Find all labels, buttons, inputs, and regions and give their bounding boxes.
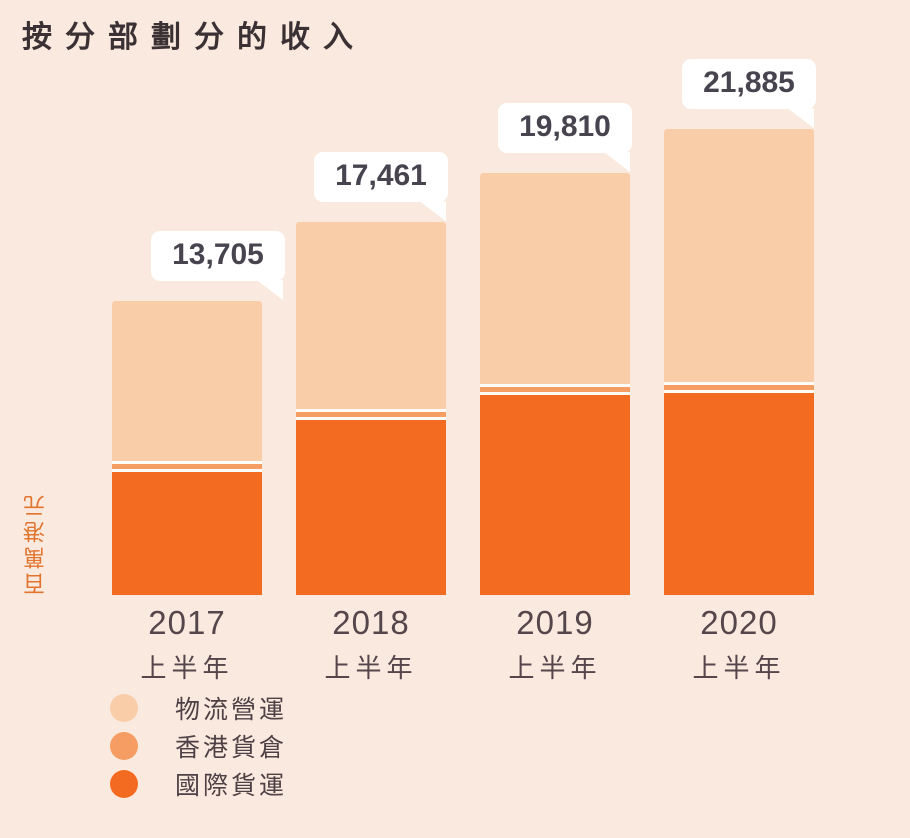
segment-intl-freight xyxy=(480,392,630,595)
year-label: 2019 xyxy=(516,604,594,641)
value-callout: 21,885 xyxy=(682,59,816,129)
segment-logistics xyxy=(296,222,446,410)
legend-label: 物流營運 xyxy=(175,696,288,724)
bar-group-2017: 13,705 2017 上半年 xyxy=(112,231,285,683)
period-label: 上半年 xyxy=(140,653,234,683)
segment-intl-freight xyxy=(112,469,262,595)
period-label: 上半年 xyxy=(508,653,602,683)
legend-item-logistics: 物流營運 xyxy=(110,694,287,724)
segment-hk-warehouse xyxy=(112,461,262,470)
period-label: 上半年 xyxy=(324,653,418,683)
segment-hk-warehouse xyxy=(296,409,446,418)
x-axis-label: 2020 上半年 xyxy=(664,604,814,685)
year-label: 2017 xyxy=(148,604,226,641)
value-label: 21,885 xyxy=(703,66,795,100)
value-label: 13,705 xyxy=(172,238,264,272)
segment-logistics xyxy=(480,173,630,385)
bar-group-2019: 19,810 2019 上半年 xyxy=(480,103,632,683)
bar-group-2018: 17,461 2018 上半年 xyxy=(296,152,448,683)
segment-intl-freight xyxy=(296,417,446,595)
x-axis-label: 2019 上半年 xyxy=(480,604,630,685)
stacked-bar xyxy=(112,301,262,595)
bar-group-2020: 21,885 2020 上半年 xyxy=(664,59,816,683)
legend-swatch-hk-warehouse xyxy=(110,732,138,760)
value-label: 19,810 xyxy=(519,110,611,144)
segment-intl-freight xyxy=(664,389,814,595)
segment-hk-warehouse xyxy=(664,381,814,390)
legend-swatch-intl-freight xyxy=(110,770,138,798)
stacked-bar xyxy=(480,173,630,595)
legend-swatch-logistics xyxy=(110,694,138,722)
value-callout: 19,810 xyxy=(498,103,632,173)
legend-label: 香港貨倉 xyxy=(175,734,288,762)
value-label: 17,461 xyxy=(335,159,427,193)
segment-logistics xyxy=(664,129,814,382)
callout-tail xyxy=(420,201,446,222)
value-callout: 17,461 xyxy=(314,152,448,222)
legend-label: 國際貨運 xyxy=(175,772,288,800)
year-label: 2020 xyxy=(700,604,778,641)
year-label: 2018 xyxy=(332,604,410,641)
period-label: 上半年 xyxy=(692,653,786,683)
value-callout: 13,705 xyxy=(151,231,285,301)
legend: 物流營運 香港貨倉 國際貨運 xyxy=(110,694,287,808)
callout-tail xyxy=(604,152,630,173)
segment-hk-warehouse xyxy=(480,384,630,393)
callout-tail xyxy=(257,280,283,301)
legend-item-intl-freight: 國際貨運 xyxy=(110,770,287,800)
chart-title: 按分部劃分的收入 xyxy=(22,21,366,54)
stacked-bar xyxy=(664,129,814,595)
callout-tail xyxy=(788,108,814,129)
stacked-bar xyxy=(296,222,446,595)
segment-logistics xyxy=(112,301,262,462)
legend-item-hk-warehouse: 香港貨倉 xyxy=(110,732,287,762)
x-axis-label: 2018 上半年 xyxy=(296,604,446,685)
x-axis-label: 2017 上半年 xyxy=(112,604,262,685)
